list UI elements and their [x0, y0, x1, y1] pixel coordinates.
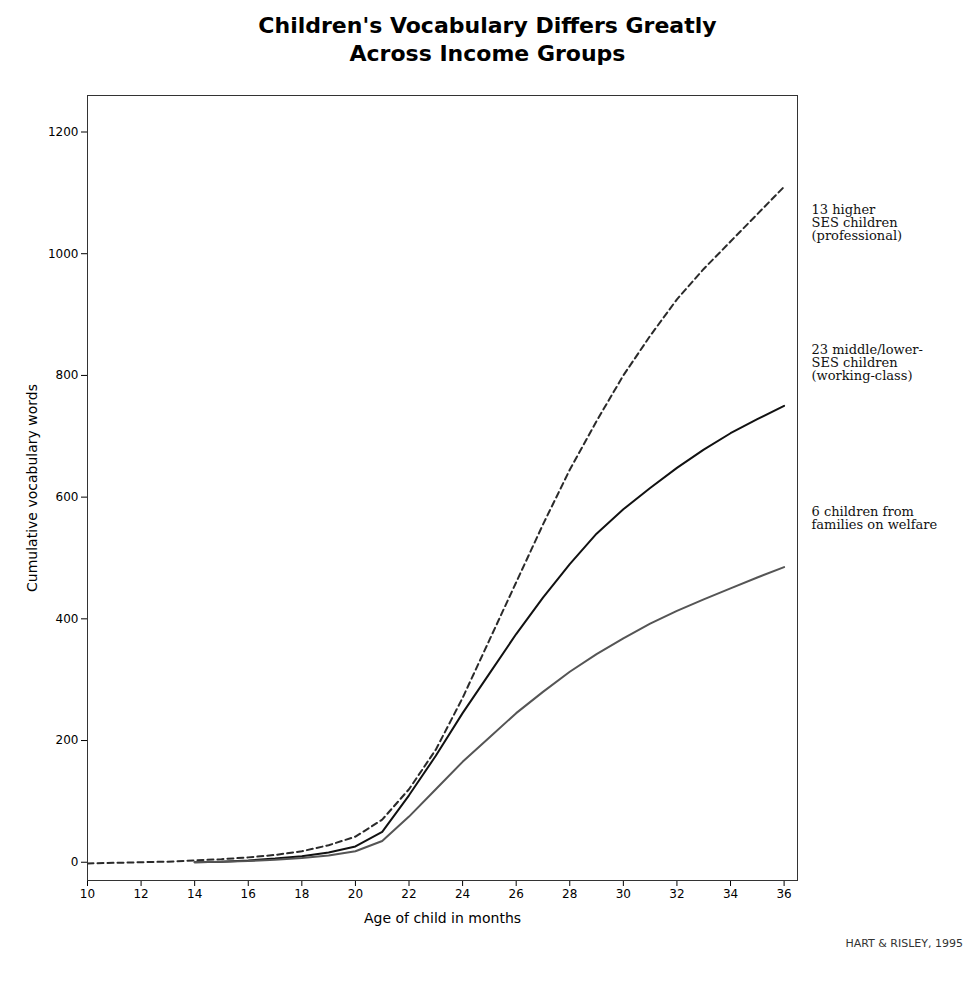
svg-text:23 middle/lower-SES children(w: 23 middle/lower-SES children(working-cla… — [812, 342, 923, 383]
svg-text:6 children fromfamilies on wel: 6 children fromfamilies on welfare — [812, 504, 938, 532]
svg-text:14: 14 — [187, 887, 202, 901]
svg-text:1000: 1000 — [48, 247, 79, 261]
svg-text:36: 36 — [776, 887, 791, 901]
svg-text:16: 16 — [241, 887, 256, 901]
svg-text:32: 32 — [669, 887, 684, 901]
svg-text:Age of child in months: Age of child in months — [364, 910, 521, 926]
svg-text:800: 800 — [56, 368, 79, 382]
svg-text:26: 26 — [509, 887, 524, 901]
svg-text:0: 0 — [71, 855, 79, 869]
svg-text:18: 18 — [294, 887, 309, 901]
html-text:Children's Vocabulary Differs: Children's Vocabulary Differs Greatly Ac… — [258, 13, 717, 66]
svg-text:28: 28 — [562, 887, 577, 901]
svg-text:13 higherSES children(professi: 13 higherSES children(professional) — [812, 202, 903, 243]
html-text:HART & RISLEY, 1995: HART & RISLEY, 1995 — [845, 937, 963, 950]
svg-text:200: 200 — [56, 733, 79, 747]
svg-text:12: 12 — [133, 887, 148, 901]
svg-text:24: 24 — [455, 887, 470, 901]
svg-text:30: 30 — [616, 887, 631, 901]
svg-text:400: 400 — [56, 612, 79, 626]
svg-text:20: 20 — [348, 887, 363, 901]
svg-text:34: 34 — [723, 887, 738, 901]
svg-text:10: 10 — [80, 887, 95, 901]
svg-text:Cumulative vocabulary words: Cumulative vocabulary words — [24, 384, 40, 592]
svg-text:22: 22 — [401, 887, 416, 901]
svg-text:600: 600 — [56, 490, 79, 504]
svg-text:1200: 1200 — [48, 125, 79, 139]
